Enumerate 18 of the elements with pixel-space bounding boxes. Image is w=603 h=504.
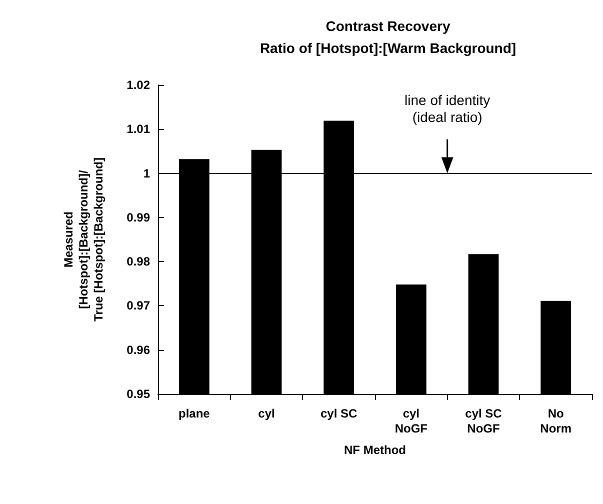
- y-tick-label: 0.97: [126, 298, 150, 313]
- x-tick-label: cyl SC NoGF: [465, 406, 502, 436]
- y-tick-label: 0.96: [126, 342, 150, 357]
- ref-line-label: line of identity (ideal ratio): [404, 92, 490, 125]
- x-tick-label: plane: [178, 406, 210, 420]
- x-tick-label: cyl NoGF: [394, 406, 428, 436]
- y-tick-label: 1: [143, 166, 150, 180]
- y-tick-label: 0.98: [126, 254, 150, 269]
- x-tick-label: No Norm: [540, 406, 572, 436]
- y-tick-label: 0.95: [126, 387, 150, 401]
- y-axis-title: Measured [Hotspot]:[Background]/ True [Hotspot]:[Background]: [62, 158, 106, 322]
- y-tick-label: 0.99: [126, 210, 150, 224]
- x-tick-label: cyl SC: [320, 406, 358, 420]
- x-axis-title: NF Method: [344, 443, 406, 457]
- chart-title: Contrast Recovery Ratio of [Hotspot]:[Warm Background]: [260, 18, 516, 56]
- x-tick-label: cyl: [258, 406, 275, 420]
- y-tick-label: 1.01: [126, 122, 150, 136]
- y-tick-label: 1.02: [126, 78, 150, 92]
